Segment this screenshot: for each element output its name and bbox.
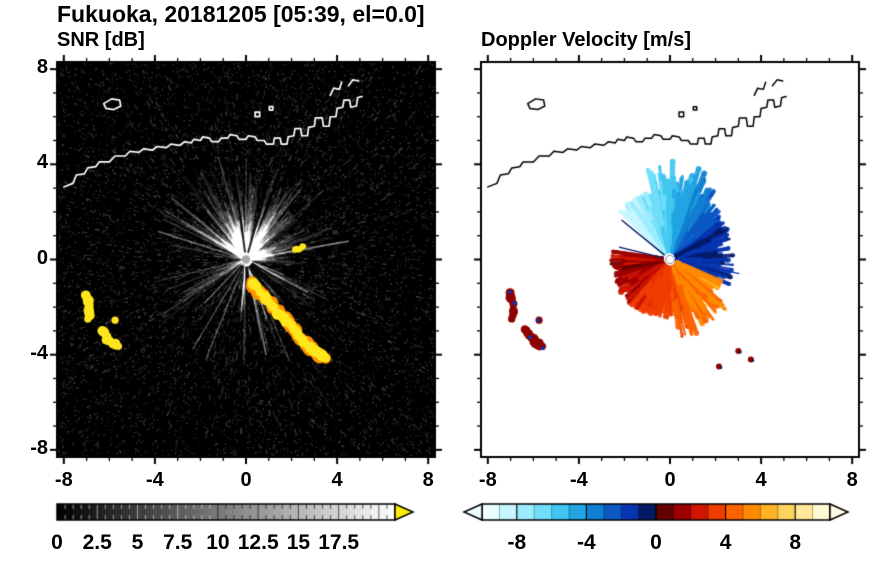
tick-label: -8 bbox=[54, 469, 73, 491]
tick-label: 15 bbox=[286, 531, 311, 554]
tick-label: 4 bbox=[36, 151, 48, 174]
velocity-panel-title: Doppler Velocity [m/s] bbox=[481, 29, 692, 51]
tick-label: 5 bbox=[131, 531, 144, 554]
tick-label: 4 bbox=[755, 469, 767, 491]
tick-label: 0 bbox=[51, 531, 63, 554]
tick-label: 8 bbox=[36, 56, 48, 79]
tick-label: -8 bbox=[478, 469, 497, 491]
tick-label: -4 bbox=[30, 341, 48, 364]
tick-label: 12.5 bbox=[237, 531, 279, 554]
tick-label: -4 bbox=[146, 469, 164, 491]
tick-label: -8 bbox=[507, 531, 527, 554]
tick-label: 7.5 bbox=[163, 531, 193, 554]
tick-label: -4 bbox=[577, 531, 596, 554]
tick-label: 17.5 bbox=[318, 531, 360, 554]
velocity-plot-canvas bbox=[469, 50, 870, 469]
tick-label: 0 bbox=[240, 469, 252, 491]
tick-label: -8 bbox=[30, 436, 48, 459]
tick-label: 8 bbox=[789, 531, 802, 554]
tick-label: 0 bbox=[36, 246, 48, 269]
tick-label: -4 bbox=[570, 469, 588, 491]
tick-label: 4 bbox=[719, 531, 732, 554]
snr-colorbar-canvas bbox=[50, 498, 422, 528]
velocity-colorbar-canvas bbox=[458, 498, 856, 528]
tick-label: 2.5 bbox=[82, 531, 112, 554]
tick-label: 8 bbox=[846, 469, 858, 491]
tick-label: 0 bbox=[664, 469, 676, 491]
figure-title: Fukuoka, 20181205 [05:39, el=0.0] bbox=[57, 1, 425, 27]
tick-label: 4 bbox=[331, 469, 343, 491]
snr-panel-title: SNR [dB] bbox=[57, 29, 145, 51]
tick-label: 0 bbox=[650, 531, 662, 554]
tick-label: 10 bbox=[206, 531, 230, 554]
tick-label: 8 bbox=[422, 469, 434, 491]
snr-plot-canvas bbox=[45, 50, 447, 469]
